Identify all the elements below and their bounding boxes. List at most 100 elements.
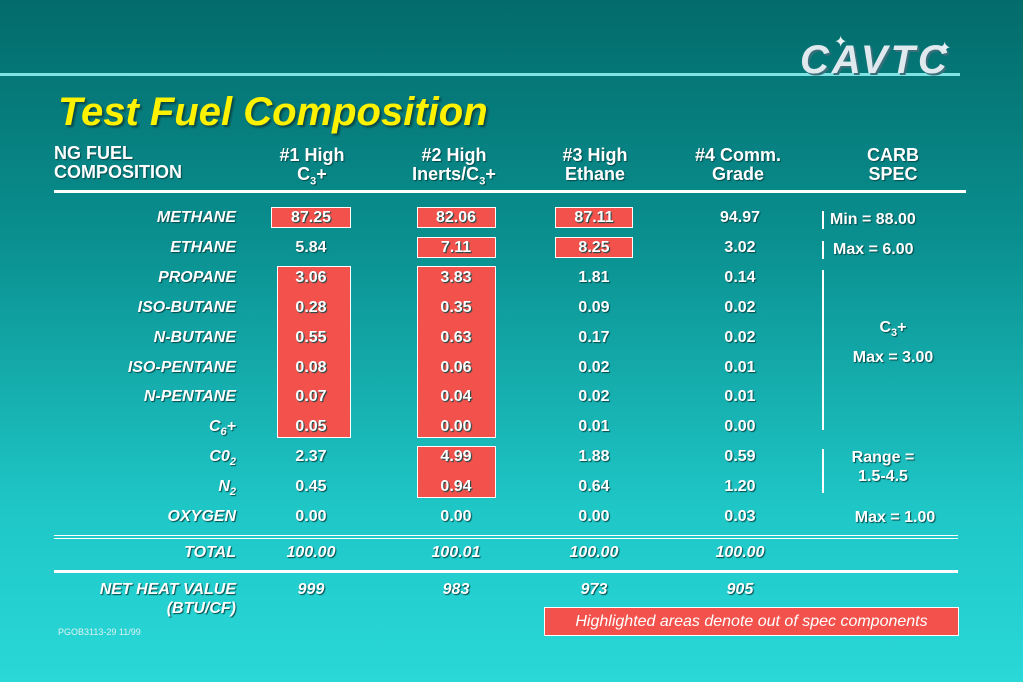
spec-range: Range = 1.5-4.5 [851, 449, 915, 485]
table-cell: 0.01 [724, 388, 756, 405]
highlight-fuel2-inerts [417, 446, 496, 498]
table-cell: 0.45 [295, 478, 327, 495]
highlight-fuel1-methane [271, 207, 351, 228]
row-label-n-butane: N-BUTANE [153, 329, 236, 346]
heat-cell: 905 [726, 581, 754, 598]
table-cell: 3.06 [295, 269, 327, 286]
table-cell: 0.17 [578, 329, 610, 346]
table-cell: 4.99 [440, 448, 472, 465]
header-fuel2: #2 High Inerts/C3+ [412, 145, 496, 188]
row-label-n-pentane: N-PENTANE [143, 388, 236, 405]
table-cell: 1.20 [724, 478, 756, 495]
cavtc-logo: CAVTC ✦ ✦ [800, 34, 970, 82]
table-cell: 0.28 [295, 299, 327, 316]
table-cell: 0.00 [440, 418, 472, 435]
table-cell: 2.37 [295, 448, 327, 465]
row-label-co2: C02 [209, 448, 236, 469]
total-divider-bottom [54, 538, 958, 539]
row-label-propane: PROPANE [158, 269, 236, 286]
table-cell: 0.00 [440, 508, 472, 525]
highlight-fuel3-methane [555, 207, 633, 228]
table-cell: 0.02 [578, 359, 610, 376]
total-divider-top [54, 535, 958, 536]
spec-methane: Min = 88.00 [830, 211, 916, 228]
header-fuel1: #1 High C3+ [279, 145, 345, 188]
row-label-iso-pentane: ISO-PENTANE [127, 359, 236, 376]
heat-label: NET HEAT VALUE (BTU/CF) [99, 581, 236, 617]
table-cell: 0.35 [440, 299, 472, 316]
row-label-c6plus: C6+ [208, 418, 236, 439]
table-cell: 0.02 [724, 329, 756, 346]
table-cell: 0.59 [724, 448, 756, 465]
total-label: TOTAL [184, 544, 236, 561]
table-cell: 0.04 [440, 388, 472, 405]
table-cell: 0.09 [578, 299, 610, 316]
table-cell: 1.88 [578, 448, 610, 465]
table-cell: 0.05 [295, 418, 327, 435]
table-cell: 0.00 [578, 508, 610, 525]
table-cell: 0.00 [724, 418, 756, 435]
table-cell: 94.97 [719, 209, 761, 226]
header-composition: NG FUEL COMPOSITION [54, 143, 183, 182]
table-cell: 8.25 [578, 239, 610, 256]
highlight-fuel2-c3plus [417, 266, 496, 438]
row-label-methane: METHANE [156, 209, 236, 226]
table-cell: 82.06 [435, 209, 477, 226]
spec-bracket-methane [822, 211, 824, 229]
highlight-note: Highlighted areas denote out of spec com… [544, 607, 959, 636]
table-cell: 0.06 [440, 359, 472, 376]
heat-cell: 999 [297, 581, 325, 598]
total-cell: 100.00 [715, 544, 765, 561]
table-cell: 0.01 [724, 359, 756, 376]
table-cell: 3.83 [440, 269, 472, 286]
spec-c3plus: C3+ [879, 319, 907, 340]
table-cell: 0.02 [578, 388, 610, 405]
row-label-oxygen: OXYGEN [167, 508, 236, 525]
table-cell: 0.94 [440, 478, 472, 495]
highlight-fuel3-ethane [555, 237, 633, 258]
spec-oxygen: Max = 1.00 [854, 509, 936, 526]
spec-c3plus-max: Max = 3.00 [852, 349, 934, 366]
heat-cell: 983 [442, 581, 470, 598]
row-label-ethane: ETHANE [170, 239, 236, 256]
spec-bracket-c3plus [822, 270, 824, 430]
spec-bracket-inerts [822, 449, 824, 493]
table-cell: 0.55 [295, 329, 327, 346]
table-cell: 0.03 [724, 508, 756, 525]
logo-text: CAVTC [800, 38, 950, 82]
highlight-fuel2-ethane [417, 237, 496, 258]
table-cell: 87.25 [290, 209, 332, 226]
total-cell: 100.00 [569, 544, 619, 561]
spec-ethane: Max = 6.00 [833, 241, 914, 258]
header-divider [54, 190, 966, 193]
row-label-iso-butane: ISO-BUTANE [137, 299, 236, 316]
table-cell: 3.02 [724, 239, 756, 256]
heat-divider [54, 570, 958, 573]
highlight-fuel1-c3plus [277, 266, 351, 438]
footer-code: PGOB3113-29 11/99 [58, 627, 141, 637]
table-cell: 0.00 [295, 508, 327, 525]
table-cell: 0.63 [440, 329, 472, 346]
table-cell: 5.84 [295, 239, 327, 256]
header-fuel4: #4 Comm. Grade [694, 145, 782, 184]
star-icon: ✦ [938, 40, 952, 57]
table-cell: 0.01 [578, 418, 610, 435]
row-label-n2: N2 [218, 478, 236, 499]
table-cell: 7.11 [440, 239, 472, 256]
table-cell: 0.64 [578, 478, 610, 495]
table-cell: 1.81 [578, 269, 610, 286]
highlight-fuel2-methane [417, 207, 496, 228]
header-carb: CARB SPEC [867, 145, 919, 184]
table-cell: 0.02 [724, 299, 756, 316]
heat-cell: 973 [580, 581, 608, 598]
spec-bracket-ethane [822, 241, 824, 259]
total-cell: 100.01 [431, 544, 481, 561]
table-cell: 0.14 [724, 269, 756, 286]
total-cell: 100.00 [286, 544, 336, 561]
table-cell: 0.08 [295, 359, 327, 376]
table-cell: 87.11 [574, 209, 614, 226]
page-title: Test Fuel Composition [58, 90, 488, 134]
star-icon: ✦ [834, 34, 848, 51]
header-rule [0, 73, 960, 76]
table-cell: 0.07 [295, 388, 327, 405]
